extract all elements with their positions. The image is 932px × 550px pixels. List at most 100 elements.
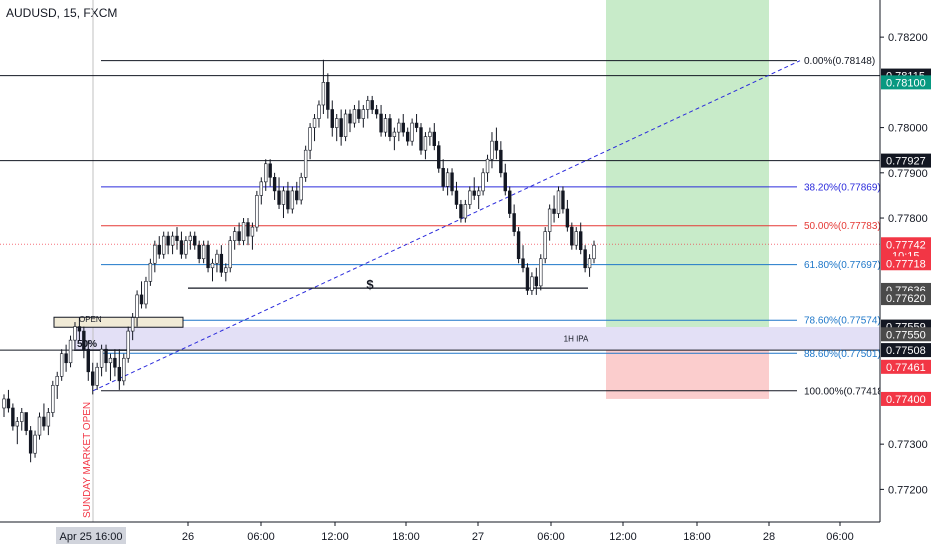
candle xyxy=(59,349,64,381)
x-tick-1: 06:00 xyxy=(247,531,275,543)
candle-body xyxy=(445,172,450,187)
candle-body xyxy=(232,231,237,241)
candle xyxy=(534,267,539,295)
candle xyxy=(184,236,188,259)
price-badge-bg xyxy=(881,359,931,374)
candle xyxy=(68,335,73,368)
candle-body xyxy=(117,366,122,382)
candle-body xyxy=(126,330,130,359)
candle-body xyxy=(46,412,51,427)
candle xyxy=(259,177,263,205)
price-badge-1: 0.78100 xyxy=(881,75,931,90)
candle xyxy=(15,417,20,445)
candle xyxy=(565,199,570,232)
candle-body xyxy=(272,177,277,192)
fifty-label: 50% xyxy=(77,339,97,350)
candle xyxy=(499,141,503,178)
candle xyxy=(485,154,490,182)
candle xyxy=(255,190,259,232)
candle-body xyxy=(574,231,578,246)
candle xyxy=(525,263,530,295)
candle-body xyxy=(11,407,15,427)
candle-body xyxy=(516,231,521,260)
candle xyxy=(556,186,561,219)
candle-body xyxy=(423,136,428,151)
candle xyxy=(357,100,361,124)
candle-body xyxy=(264,163,268,183)
candle xyxy=(24,412,28,436)
candle xyxy=(144,276,148,309)
candle-body xyxy=(326,82,330,110)
candle xyxy=(197,240,201,264)
y-tick-1: 0.78000 xyxy=(888,123,928,135)
fib-label-2: 50.00%(0.77783) xyxy=(804,221,881,232)
candle-body xyxy=(476,190,481,196)
candle xyxy=(494,127,499,160)
candle-body xyxy=(485,158,490,174)
candle-body xyxy=(490,140,494,160)
candle-body xyxy=(508,190,512,214)
candle-body xyxy=(468,190,472,205)
candle-body xyxy=(401,122,405,133)
candle-body xyxy=(82,330,86,350)
candle xyxy=(250,222,255,250)
candle-body xyxy=(357,109,361,119)
candle-body xyxy=(463,204,468,219)
candle xyxy=(117,349,122,390)
candle-body xyxy=(37,416,42,436)
candle xyxy=(268,159,272,187)
candle-body xyxy=(28,430,33,454)
price-badge-10: 0.77461 xyxy=(881,359,931,374)
candle xyxy=(450,168,454,196)
candle xyxy=(366,95,370,119)
candle xyxy=(445,168,450,196)
candle-body xyxy=(587,258,592,269)
price-badge-text: 0.77927 xyxy=(886,156,926,168)
candle xyxy=(503,163,507,196)
candle-body xyxy=(108,357,113,364)
candle xyxy=(51,380,55,418)
candle xyxy=(512,204,516,237)
price-badge-text: 0.77508 xyxy=(886,345,926,357)
candle xyxy=(516,227,521,264)
price-badge-text: 0.77550 xyxy=(886,329,926,341)
candle-body xyxy=(321,82,326,106)
candle-body xyxy=(530,276,534,291)
candle-body xyxy=(33,434,37,454)
candle-body xyxy=(299,177,303,201)
candle-body xyxy=(414,122,419,128)
candle xyxy=(312,114,317,142)
candle xyxy=(419,123,423,155)
candle xyxy=(6,389,11,413)
price-badge-9: 0.77508 xyxy=(881,343,931,358)
candle-body xyxy=(241,222,246,241)
candle xyxy=(224,263,228,282)
candle-body xyxy=(130,317,135,332)
candle xyxy=(161,231,166,259)
candle xyxy=(246,218,250,246)
x-cursor-badge: Apr 25 16:00 xyxy=(56,527,126,544)
candle-body xyxy=(148,262,153,282)
candle xyxy=(99,344,104,377)
candle xyxy=(215,249,219,273)
x-tick-7: 18:00 xyxy=(683,531,711,543)
candle xyxy=(410,118,414,146)
candle-body xyxy=(308,127,312,151)
candle-body xyxy=(366,100,370,110)
candle-body xyxy=(547,208,552,232)
candle xyxy=(281,186,286,219)
candle-body xyxy=(175,235,179,241)
candle-body xyxy=(428,131,432,137)
candle xyxy=(459,199,463,223)
candle-body xyxy=(277,190,281,205)
candle-body xyxy=(317,104,321,119)
candle-body xyxy=(348,113,352,124)
x-tick-6: 12:00 xyxy=(609,531,637,543)
fib-label-1: 38.20%(0.77869) xyxy=(804,182,881,193)
candle-body xyxy=(68,339,73,364)
candle-body xyxy=(250,226,255,237)
candle xyxy=(55,371,59,399)
x-cursor-text: Apr 25 16:00 xyxy=(60,531,123,543)
candle xyxy=(330,100,334,137)
